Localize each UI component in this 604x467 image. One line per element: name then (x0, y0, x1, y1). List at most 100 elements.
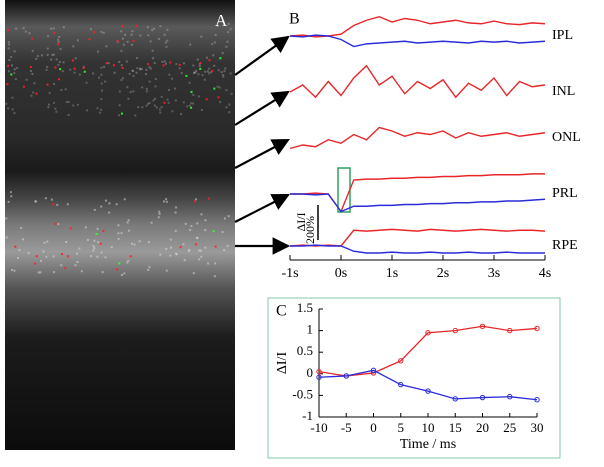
speckle (61, 253, 64, 256)
speckle (54, 107, 57, 110)
speckle (57, 40, 60, 43)
speckle (117, 237, 120, 240)
speckle (120, 112, 123, 115)
speckle (120, 30, 123, 33)
speckle (158, 210, 161, 213)
speckle (127, 259, 130, 262)
speckle (11, 268, 14, 271)
y-tick-label: 0 (307, 365, 314, 380)
speckle (131, 30, 134, 33)
speckle (168, 73, 171, 76)
speckle (229, 28, 232, 31)
speckle (31, 49, 34, 52)
speckle (97, 76, 100, 79)
speckle (226, 244, 229, 247)
speckle (74, 264, 77, 267)
trace (289, 228, 546, 247)
speckle (185, 74, 188, 77)
speckle (31, 37, 34, 40)
speckle (200, 108, 203, 111)
speckle (30, 94, 33, 97)
speckle (132, 69, 135, 72)
speckle (145, 104, 148, 107)
speckle (101, 89, 104, 92)
speckle (169, 246, 172, 249)
speckle (157, 37, 160, 40)
speckle (100, 66, 103, 69)
speckle (20, 226, 23, 229)
speckle (9, 191, 12, 194)
speckle (52, 203, 55, 206)
speckle (147, 34, 150, 37)
speckle (126, 221, 129, 224)
panel-frame (267, 297, 561, 459)
speckle (154, 97, 157, 100)
speckle (54, 66, 57, 69)
speckle (204, 70, 207, 73)
point (452, 327, 458, 334)
speckle (35, 57, 38, 60)
speckle (165, 200, 168, 203)
trace (289, 16, 546, 38)
speckle (212, 230, 215, 233)
speckle (126, 261, 129, 264)
speckle (150, 221, 153, 224)
speckle (196, 236, 199, 239)
speckle (218, 86, 221, 89)
speckle (40, 54, 43, 57)
speckle (35, 255, 38, 258)
speckle (96, 50, 99, 53)
panel-label: C (276, 303, 287, 320)
speckle (188, 249, 191, 252)
speckle (93, 31, 96, 34)
speckle (16, 67, 19, 70)
speckle (190, 225, 193, 228)
speckle (148, 266, 151, 269)
y-tick-label: -0.5 (292, 386, 313, 401)
speckle (65, 101, 68, 104)
speckle (200, 213, 203, 216)
speckle (27, 252, 30, 255)
speckle (45, 68, 48, 71)
speckle (104, 80, 107, 83)
arrow (234, 138, 290, 169)
image-speckle (5, 22, 233, 278)
point (425, 330, 431, 336)
speckle (113, 71, 116, 74)
speckle (224, 67, 227, 70)
x-tick-label: 10 (422, 420, 435, 435)
speckle (58, 35, 61, 38)
speckle (50, 198, 53, 201)
speckle (192, 71, 195, 74)
speckle (122, 43, 125, 46)
speckle (159, 111, 162, 114)
speckle (34, 200, 37, 203)
speckle (7, 70, 10, 73)
speckle (86, 238, 89, 241)
speckle (214, 34, 217, 37)
speckle (192, 93, 195, 96)
row-label: INL (552, 84, 575, 99)
speckle (10, 73, 13, 76)
speckle (104, 256, 107, 259)
speckle (158, 212, 161, 215)
speckle (131, 69, 134, 72)
speckle (22, 27, 25, 30)
speckle (226, 40, 229, 43)
speckle (7, 29, 10, 32)
speckle (86, 109, 89, 112)
speckle (43, 241, 46, 244)
y-tick-label: 0.5 (297, 343, 313, 358)
speckle (223, 217, 226, 220)
speckle (93, 208, 96, 211)
speckle (199, 67, 202, 70)
speckle (92, 249, 95, 252)
speckle (45, 255, 48, 258)
speckle (88, 38, 91, 41)
speckle (211, 43, 214, 46)
point (425, 388, 431, 394)
speckle (127, 97, 130, 100)
speckle (123, 272, 126, 275)
speckle (199, 62, 202, 65)
